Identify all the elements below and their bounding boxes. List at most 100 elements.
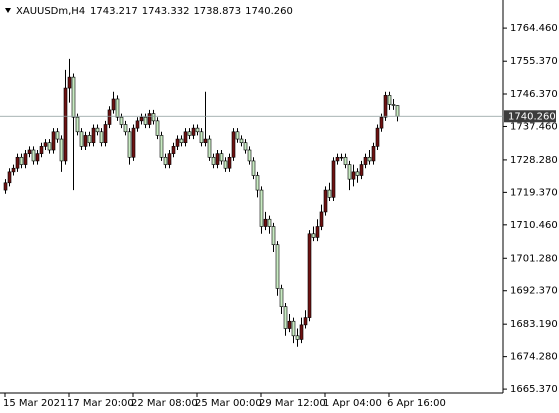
candle-body: [107, 109, 112, 125]
candle-body: [79, 131, 84, 147]
candle-body: [7, 171, 12, 184]
candle-body: [267, 218, 272, 227]
candle-body: [215, 153, 220, 165]
candle-body: [219, 153, 224, 162]
candle-body: [211, 156, 216, 165]
candle-body: [183, 131, 188, 144]
y-tick-label: 1710.460: [510, 220, 558, 231]
candle-body: [371, 146, 376, 162]
candle-body: [67, 76, 72, 89]
candle-body: [375, 127, 380, 147]
y-tick-label: 1683.190: [510, 319, 558, 330]
candle-body: [123, 124, 128, 133]
ohlc-value: 1740.260: [245, 6, 293, 17]
candle-body: [179, 138, 184, 144]
candle-body: [159, 135, 164, 158]
candle-body: [343, 156, 348, 165]
x-tick-label: 22 Mar 08:00: [131, 398, 198, 409]
candle-body: [387, 95, 392, 105]
candle-body: [139, 116, 144, 122]
candle-body: [75, 116, 80, 133]
candle-body: [363, 156, 368, 165]
current-price-box: [504, 110, 556, 123]
candle-body: [15, 156, 20, 169]
candle-body: [143, 116, 148, 125]
candle-body: [191, 127, 196, 136]
candle-body: [383, 95, 388, 118]
candle-body: [231, 131, 236, 158]
candle-body: [135, 120, 140, 129]
y-tick-label: 1728.280: [510, 155, 558, 166]
candle-body: [247, 149, 252, 162]
candle-body: [259, 189, 264, 227]
candle-body: [155, 120, 160, 136]
candle-body: [43, 142, 48, 147]
candle-body: [39, 146, 44, 154]
candle-body: [199, 131, 204, 144]
candle-body: [147, 113, 152, 125]
menu-triangle[interactable]: [5, 8, 11, 13]
candle-body: [27, 149, 32, 154]
candle-body: [395, 105, 400, 117]
y-tick-label: 1665.370: [510, 384, 558, 395]
y-tick-label: 1746.370: [510, 89, 558, 100]
candle-body: [227, 156, 232, 169]
candle-body: [187, 131, 192, 136]
candle-body: [51, 131, 56, 151]
candle-body: [331, 160, 336, 198]
candle-body: [127, 131, 132, 158]
candle-body: [59, 138, 64, 162]
candle-body: [63, 87, 68, 162]
current-price-label: 1740.260: [508, 111, 556, 122]
candle-body: [3, 182, 8, 191]
candle-body: [335, 156, 340, 162]
candle-body: [83, 135, 88, 147]
candle-body: [299, 324, 304, 340]
candle-body: [203, 138, 208, 144]
candle-body: [339, 156, 344, 159]
candle-body: [287, 320, 292, 329]
candle-body: [163, 156, 168, 165]
ohlc-value: 1738.873: [193, 6, 241, 17]
y-tick-label: 1674.280: [510, 352, 558, 363]
candle-body: [87, 135, 92, 144]
candle-body: [359, 164, 364, 176]
candle-body: [311, 233, 316, 238]
y-tick-label: 1737.460: [510, 121, 558, 132]
candle-body: [355, 171, 360, 176]
candle-body: [315, 226, 320, 238]
y-tick-label: 1692.370: [510, 286, 558, 297]
y-tick-label: 1701.280: [510, 253, 558, 264]
candle-body: [71, 76, 76, 118]
candle-body: [235, 131, 240, 140]
candle-body: [367, 156, 372, 162]
candle-body: [295, 335, 300, 340]
candle-body: [263, 218, 268, 227]
x-tick-label: 17 Mar 20:00: [67, 398, 134, 409]
y-tick-label: 1719.370: [510, 187, 558, 198]
x-tick-label: 1 Apr 04:00: [323, 398, 382, 409]
candle-body: [303, 317, 308, 326]
candle-body: [223, 160, 228, 169]
candle-body: [11, 167, 16, 173]
candle-body: [111, 98, 116, 111]
candle-body: [99, 131, 104, 144]
candle-body: [239, 138, 244, 144]
candle-body: [323, 189, 328, 213]
candle-body: [171, 146, 176, 154]
candle-body: [307, 233, 312, 318]
candle-body: [47, 142, 52, 151]
candle-body: [207, 138, 212, 158]
y-tick-label: 1755.370: [510, 56, 558, 67]
x-tick-label: 25 Mar 00:00: [195, 398, 262, 409]
candle-body: [115, 98, 120, 118]
candle-body: [31, 149, 36, 162]
x-tick-label: 6 Apr 16:00: [387, 398, 446, 409]
candle-body: [319, 211, 324, 227]
candle-body: [35, 153, 40, 162]
candle-body: [95, 127, 100, 133]
candle-body: [19, 156, 24, 165]
